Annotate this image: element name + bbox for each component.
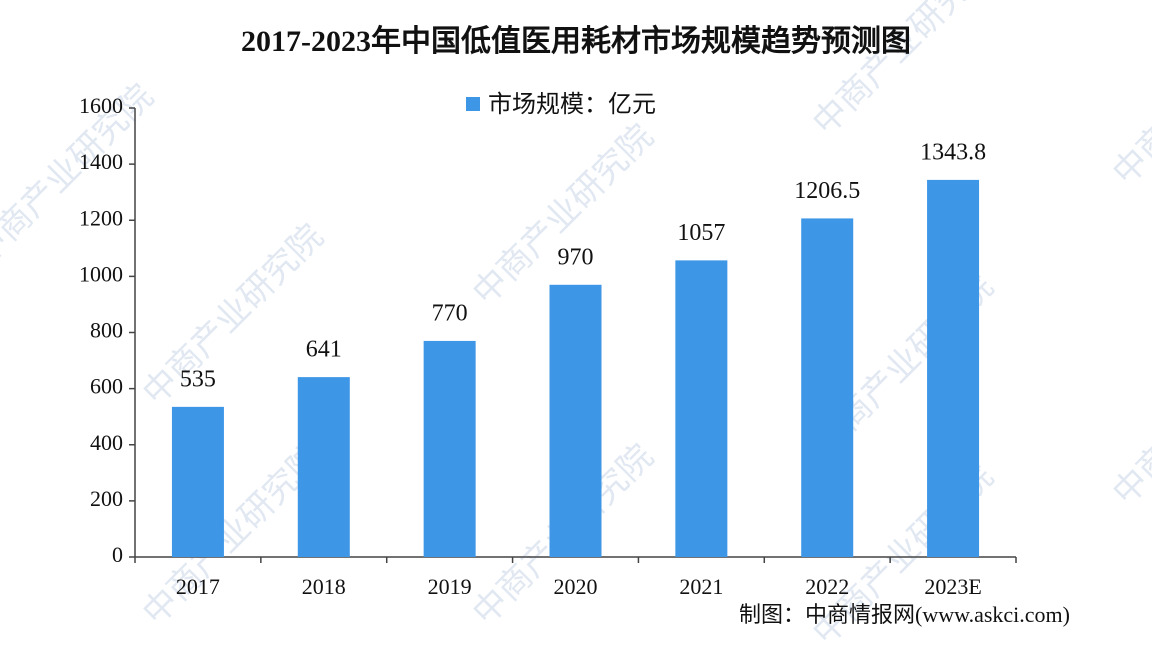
legend-label: 市场规模：亿元 (488, 90, 656, 118)
bar (423, 340, 476, 557)
watermark-text: 中商产业研究院 (1105, 317, 1152, 514)
bar (927, 179, 980, 557)
y-tick-label: 1400 (79, 149, 123, 174)
value-label: 970 (558, 244, 594, 270)
x-tick-label: 2018 (302, 574, 346, 599)
y-tick-label: 1600 (79, 93, 123, 118)
x-tick-label: 2019 (428, 574, 472, 599)
bar (171, 406, 224, 557)
x-tick-label: 2023E (924, 574, 981, 599)
y-tick-label: 1200 (79, 205, 123, 230)
y-tick-label: 800 (90, 318, 123, 343)
value-label: 1343.8 (920, 139, 986, 165)
y-tick-label: 200 (90, 486, 123, 511)
value-label: 1206.5 (794, 178, 860, 204)
x-tick-label: 2021 (679, 574, 723, 599)
value-label: 641 (306, 337, 342, 363)
y-tick-label: 400 (90, 430, 123, 455)
y-tick-label: 600 (90, 374, 123, 399)
x-tick-label: 2022 (805, 574, 849, 599)
y-tick-label: 0 (112, 542, 123, 567)
watermark-text: 中商产业研究院 (805, 0, 1002, 143)
value-label: 770 (432, 300, 468, 326)
x-tick-label: 2017 (176, 574, 220, 599)
y-tick-label: 1000 (79, 261, 123, 286)
legend-swatch (466, 97, 480, 111)
x-tick-label: 2020 (554, 574, 598, 599)
value-label: 535 (180, 366, 216, 392)
watermark-text: 中商产业研究院 (465, 117, 662, 314)
watermark-text: 中商产业研究院 (1105, 0, 1152, 193)
value-label: 1057 (677, 220, 725, 246)
bar (675, 260, 728, 557)
bar (801, 218, 854, 557)
bar (297, 377, 350, 557)
source-note: 制图：中商情报网(www.askci.com) (739, 602, 1070, 627)
chart-title: 2017-2023年中国低值医用耗材市场规模趋势预测图 (241, 24, 911, 58)
bar (549, 284, 602, 557)
